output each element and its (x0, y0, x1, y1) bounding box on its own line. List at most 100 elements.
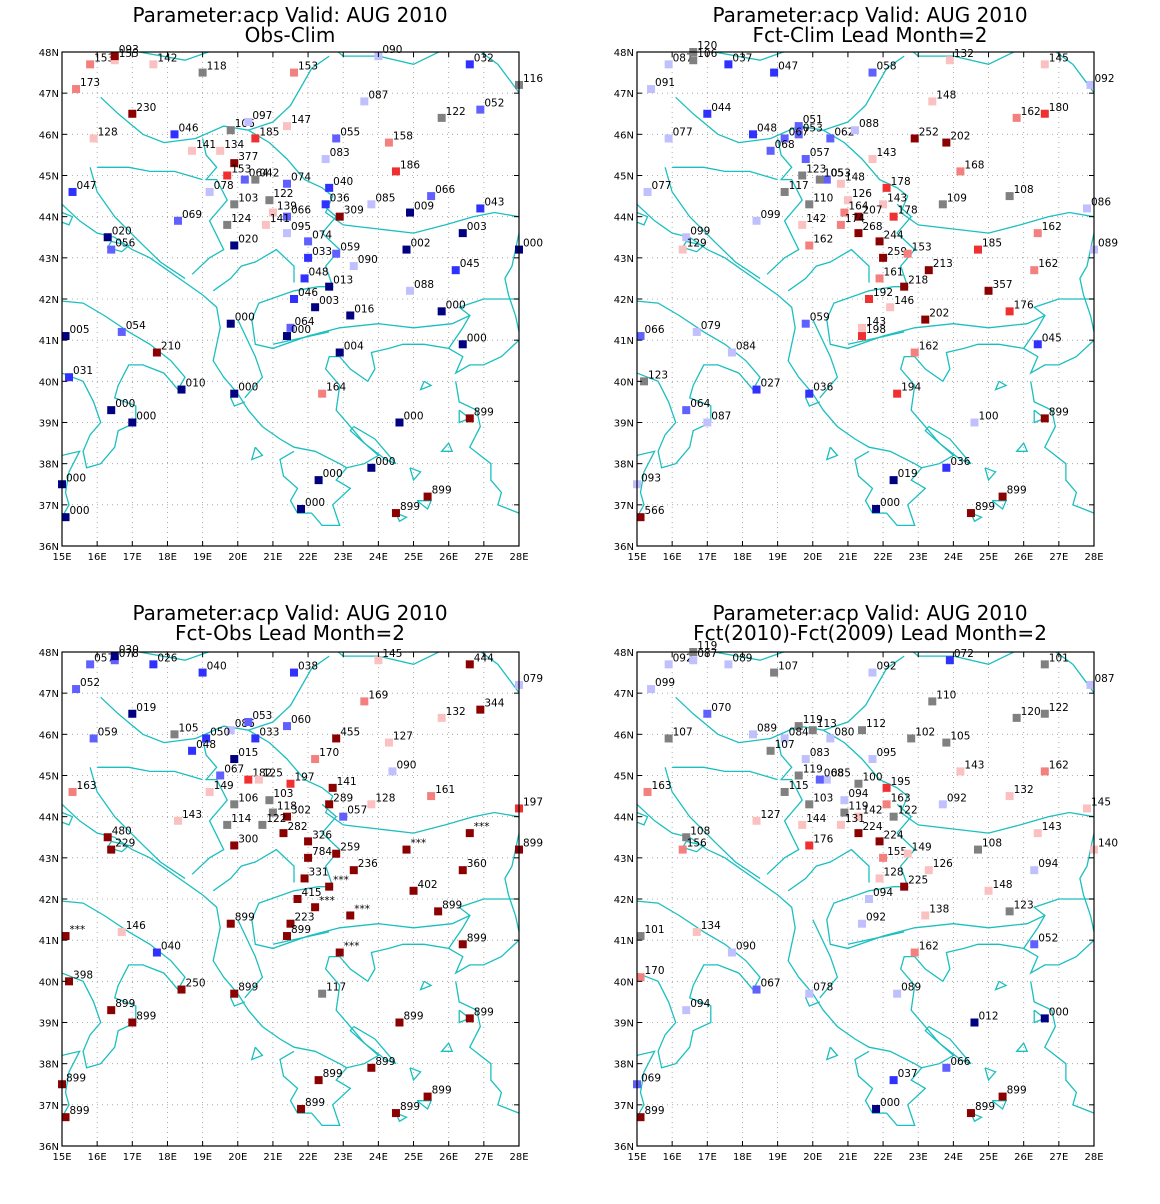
y-tick-label: 45N (614, 172, 634, 183)
station-marker: 282 (279, 821, 308, 838)
station-marker: 162 (1040, 759, 1069, 776)
station-square (766, 146, 775, 155)
station-square (170, 130, 179, 139)
coastline (672, 766, 778, 781)
station-marker: 043 (476, 196, 504, 213)
station-value: 398 (73, 969, 93, 981)
station-value: 899 (474, 406, 494, 418)
station-marker: 048 (749, 122, 777, 139)
station-value: 000 (403, 411, 423, 423)
station-marker: 089 (749, 722, 777, 739)
station-marker: 899 (636, 1105, 665, 1122)
station-square (465, 660, 474, 669)
station-value: 899 (291, 924, 311, 936)
station-marker: 050 (202, 726, 230, 743)
station-value: 143 (1042, 821, 1062, 833)
station-marker: 145 (1082, 796, 1111, 813)
station-square (300, 274, 309, 283)
station-marker: 163 (68, 780, 97, 796)
station-marker: 103 (265, 788, 293, 805)
coastline (349, 1026, 397, 1065)
x-tick-label: 27E (474, 552, 493, 563)
station-square (427, 792, 436, 801)
y-tick-label: 39N (39, 419, 59, 430)
station-marker: 000 (458, 332, 487, 349)
station-value: 128 (375, 792, 395, 804)
station-value: 480 (112, 825, 132, 837)
station-square (86, 660, 95, 669)
station-value: 078 (214, 180, 234, 192)
station-value: 115 (789, 780, 809, 792)
station-marker: 146 (117, 920, 146, 936)
station-square (216, 771, 225, 780)
station-square (956, 167, 965, 176)
station-value: 101 (1049, 652, 1069, 664)
station-marker: 053 (794, 122, 823, 139)
station-value: 176 (1014, 299, 1034, 311)
station-square (465, 414, 474, 423)
station-square (938, 800, 947, 809)
station-value: 108 (982, 838, 1002, 850)
station-square (258, 820, 267, 829)
station-marker: 000 (107, 398, 135, 415)
station-value: *** (333, 875, 349, 887)
coastline (713, 652, 1094, 752)
station-square (240, 175, 249, 184)
station-square (304, 253, 313, 262)
station-marker: 142 (854, 805, 883, 821)
station-marker: 103 (805, 792, 833, 809)
station-value: 045 (1042, 332, 1062, 344)
station-marker: 899 (998, 485, 1027, 501)
station-square (188, 746, 197, 755)
coastline (812, 919, 839, 999)
station-marker: 244 (875, 229, 904, 246)
station-square (928, 697, 937, 706)
station-marker: 899 (423, 485, 452, 501)
station-square (854, 229, 863, 238)
station-marker: 444 (465, 652, 494, 669)
station-square (643, 187, 652, 196)
station-marker: 142 (798, 213, 826, 229)
station-value: 083 (330, 147, 350, 159)
station-marker: 178 (889, 205, 918, 221)
station-square (230, 159, 239, 168)
station-value: 899 (323, 1068, 343, 1080)
station-square (89, 734, 98, 743)
coastline (250, 1046, 264, 1061)
coastline (458, 1009, 472, 1024)
station-value: 899 (1049, 406, 1069, 418)
station-marker: 009 (406, 201, 434, 217)
station-square (230, 755, 239, 764)
station-square (61, 1113, 70, 1122)
station-square (879, 200, 888, 209)
station-square (434, 907, 443, 916)
station-square (265, 796, 274, 805)
station-marker: 173 (72, 77, 100, 94)
station-marker: 067 (780, 126, 809, 143)
station-square (889, 812, 898, 821)
coastline (416, 500, 433, 511)
station-square (664, 734, 673, 743)
station-marker: 094 (1030, 858, 1059, 875)
x-tick-label: 20E (803, 1152, 822, 1163)
station-square (304, 837, 313, 846)
y-tick-label: 37N (39, 1101, 59, 1112)
station-marker: 046 (170, 122, 199, 139)
station-marker: 899 (226, 912, 255, 928)
station-square (689, 56, 698, 65)
station-square (1040, 60, 1049, 69)
station-value: 004 (344, 341, 364, 353)
coastline (681, 840, 706, 853)
station-value: 053 (831, 168, 851, 180)
station-square (286, 919, 295, 928)
station-marker: 164 (318, 382, 346, 398)
station-marker: 062 (826, 126, 854, 143)
station-marker: 101 (636, 924, 665, 941)
station-square (198, 668, 207, 677)
station-square (1005, 307, 1014, 316)
station-value: 040 (161, 941, 181, 953)
station-square (1033, 340, 1042, 349)
station-marker: 000 (367, 456, 395, 472)
station-marker: 030 (110, 644, 139, 661)
